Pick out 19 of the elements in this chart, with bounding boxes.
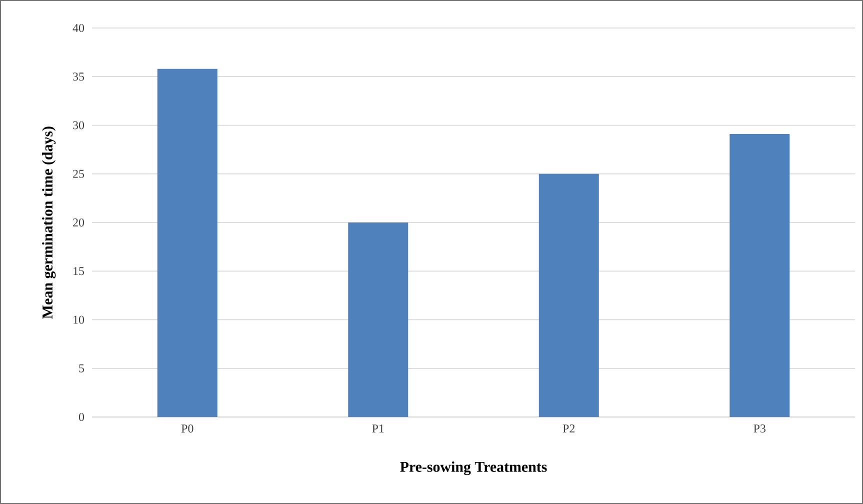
y-tick-label: 15 [74,267,84,276]
x-tick-label: P1 [372,424,384,432]
bar [348,222,408,417]
x-tick-label: P2 [562,424,575,432]
bar [730,134,790,417]
y-tick-label: 40 [72,24,84,32]
x-tick-label: P0 [181,424,194,433]
y-tick-label: 0 [78,412,84,422]
y-tick-label: 30 [73,121,84,130]
y-axis-title: Mean germination time (days) [42,126,56,319]
bar [538,174,599,417]
x-axis-title: Pre-sowing Treatments [400,461,547,476]
x-tick-label: P3 [754,424,766,433]
y-tick-label: 5 [79,364,84,372]
y-tick-label: 35 [73,72,84,81]
y-tick-label: 25 [73,170,84,178]
bar [157,68,218,417]
y-tick-label: 20 [73,218,84,227]
y-tick-label: 10 [74,316,84,324]
